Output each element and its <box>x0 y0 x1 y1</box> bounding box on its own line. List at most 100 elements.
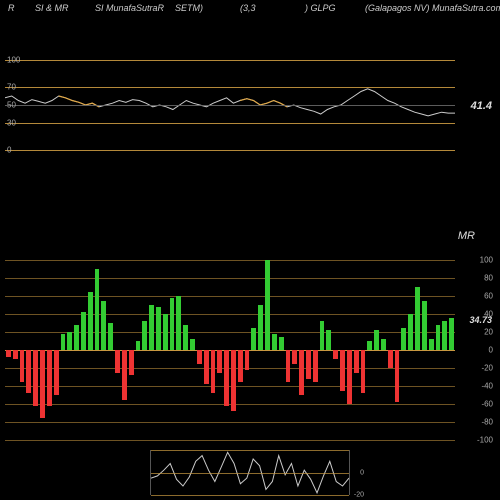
mr-bar-chart: -100-80-60-40-20020406080100 <box>5 260 455 440</box>
bar <box>142 321 147 350</box>
bar <box>176 296 181 350</box>
grid-line <box>5 150 455 151</box>
header-item: SETM) <box>175 3 203 13</box>
bar <box>26 350 31 393</box>
bar <box>33 350 38 406</box>
grid-line <box>5 105 455 106</box>
y-axis-label: -80 <box>481 418 493 427</box>
grid-line <box>5 296 455 297</box>
bar <box>361 350 366 393</box>
bar <box>40 350 45 418</box>
bar <box>326 330 331 350</box>
bar <box>122 350 127 400</box>
bar <box>74 325 79 350</box>
bar <box>258 305 263 350</box>
bar <box>449 318 454 350</box>
bar <box>265 260 270 350</box>
bar <box>95 269 100 350</box>
bar <box>415 287 420 350</box>
grid-line <box>5 278 455 279</box>
bar <box>20 350 25 382</box>
chart-header: RSI & MRSI MunafaSutraRSETM)(3,3) GLPG(G… <box>0 3 500 18</box>
bar <box>313 350 318 382</box>
bar <box>211 350 216 393</box>
mr-current-value: 34.73 <box>469 315 492 325</box>
header-item: (Galapagos NV) MunafaSutra.com <box>365 3 500 13</box>
bar <box>88 292 93 351</box>
bar <box>320 321 325 350</box>
y-axis-label: -40 <box>481 382 493 391</box>
grid-line <box>5 314 455 315</box>
y-axis-label: 100 <box>7 56 20 65</box>
bar <box>81 312 86 350</box>
y-axis-label: 0 <box>360 469 364 476</box>
bar <box>67 332 72 350</box>
bar <box>245 350 250 370</box>
bar <box>367 341 372 350</box>
grid-line <box>5 260 455 261</box>
grid-line <box>5 123 455 124</box>
header-item: SI MunafaSutraR <box>95 3 164 13</box>
bar <box>374 330 379 350</box>
y-axis-label: 80 <box>484 274 493 283</box>
bar <box>163 314 168 350</box>
bar <box>149 305 154 350</box>
bar <box>217 350 222 373</box>
bar <box>286 350 291 382</box>
bar <box>13 350 18 359</box>
bar <box>224 350 229 406</box>
y-axis-label: -100 <box>477 436 493 445</box>
bar <box>388 350 393 368</box>
bar <box>436 325 441 350</box>
grid-line <box>5 404 455 405</box>
bar <box>408 314 413 350</box>
y-axis-label: 0 <box>489 346 493 355</box>
bar <box>306 350 311 379</box>
bar <box>354 350 359 373</box>
grid-line <box>151 473 349 474</box>
bar <box>340 350 345 391</box>
grid-line <box>5 87 455 88</box>
y-axis-label: 100 <box>480 256 493 265</box>
bar <box>47 350 52 406</box>
y-axis-label: 30 <box>7 119 16 128</box>
y-axis-label: 0 <box>7 146 11 155</box>
bar <box>422 301 427 351</box>
y-axis-label: 50 <box>7 101 16 110</box>
bar <box>6 350 11 357</box>
bar <box>231 350 236 411</box>
bar <box>401 328 406 351</box>
bar <box>272 334 277 350</box>
bar <box>279 337 284 351</box>
y-axis-label: 70 <box>7 83 16 92</box>
bar <box>54 350 59 395</box>
mr-label: MR <box>458 230 475 242</box>
bar <box>347 350 352 404</box>
y-axis-label: -20 <box>354 492 364 499</box>
bar <box>136 341 141 350</box>
bar <box>442 321 447 350</box>
grid-line <box>151 495 349 496</box>
bar <box>170 298 175 350</box>
bar <box>129 350 134 375</box>
bar <box>429 339 434 350</box>
grid-line <box>5 332 455 333</box>
bottom-oscillator: 0-20 <box>150 450 350 495</box>
bar <box>238 350 243 382</box>
bar <box>299 350 304 395</box>
y-axis-label: -20 <box>481 364 493 373</box>
grid-line <box>5 386 455 387</box>
bar <box>197 350 202 364</box>
rsi-chart: 0305070100 <box>5 60 455 150</box>
header-item: (3,3 <box>240 3 256 13</box>
bar <box>115 350 120 373</box>
y-axis-label: -60 <box>481 400 493 409</box>
bar <box>381 339 386 350</box>
grid-line <box>5 60 455 61</box>
bar <box>183 325 188 350</box>
rsi-current-value: 41.4 <box>471 100 492 112</box>
grid-line <box>5 440 455 441</box>
bar <box>204 350 209 384</box>
y-axis-label: 60 <box>484 292 493 301</box>
bar <box>101 301 106 351</box>
